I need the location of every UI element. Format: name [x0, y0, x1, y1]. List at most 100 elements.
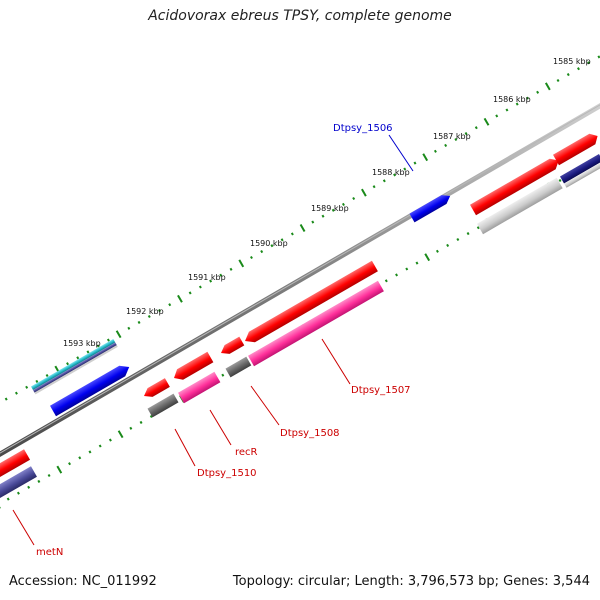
- gene-label-dtpsy-1506[interactable]: Dtpsy_1506: [333, 123, 393, 134]
- kbp-label-1591: 1591 kbp: [188, 273, 226, 282]
- kbp-label-1593: 1593 kbp: [63, 339, 101, 348]
- gene-dtpsy-1508-gray[interactable]: [225, 356, 252, 378]
- scale-tick-minor: [221, 373, 225, 377]
- scale-tick-minor: [331, 208, 335, 212]
- scale-tick-minor: [229, 267, 233, 271]
- scale-tick-minor: [525, 96, 529, 100]
- accession-text: Accession: NC_011992: [9, 574, 157, 589]
- scale-tick-minor: [96, 344, 100, 348]
- scale-tick-minor: [47, 473, 51, 478]
- gene-label-dtpsy-1508[interactable]: Dtpsy_1508: [280, 428, 340, 439]
- gene-dtpsy-1510-gray[interactable]: [147, 393, 179, 418]
- gene-recr-pink[interactable]: [178, 371, 221, 404]
- scale-tick-minor: [188, 291, 192, 295]
- scale-tick-minor: [515, 102, 519, 106]
- scale-tick-minor: [198, 285, 202, 289]
- scale-tick-minor: [341, 202, 345, 206]
- scale-tick-minor: [66, 362, 69, 366]
- gene-labels: Dtpsy_1506 Dtpsy_1507 Dtpsy_1508 recR Dt…: [36, 123, 411, 558]
- scale-tick-major: [117, 430, 124, 439]
- gene-label-metn[interactable]: metN: [36, 547, 63, 558]
- scale-tick-minor: [37, 479, 41, 483]
- scale-tick-major: [422, 153, 429, 162]
- gene-recr-feature[interactable]: [171, 351, 214, 383]
- gene-feature-navy[interactable]: [560, 154, 600, 188]
- scale-tick-minor: [415, 261, 419, 265]
- scale-tick-minor: [587, 61, 591, 65]
- scale-tick-minor: [311, 220, 315, 224]
- scale-tick-minor: [137, 320, 141, 324]
- scale-tick-minor: [4, 397, 8, 401]
- gene-feature-lightgray[interactable]: [477, 177, 563, 235]
- scale-tick-minor: [405, 267, 409, 271]
- gene-metn-purple[interactable]: [0, 466, 37, 500]
- scale-tick-minor: [16, 491, 20, 495]
- scale-tick-minor: [558, 178, 562, 183]
- scale-tick-minor: [280, 238, 284, 242]
- gene-dtpsy-1508-feature[interactable]: [219, 336, 245, 358]
- scale-tick-minor: [106, 338, 110, 342]
- scale-tick-minor: [413, 161, 417, 165]
- gene-label-recr[interactable]: recR: [235, 447, 258, 458]
- gene-dtpsy-1510-feature[interactable]: [142, 378, 170, 400]
- gene-feature-cyan[interactable]: [31, 339, 118, 395]
- scale-tick-minor: [536, 90, 540, 94]
- scale-tick-minor: [98, 444, 102, 448]
- scale-tick-minor: [464, 132, 468, 136]
- scale-tick-major: [238, 259, 245, 268]
- kbp-label-1589: 1589 kbp: [311, 204, 349, 213]
- scale-tick-minor: [446, 243, 450, 247]
- scale-tick-minor: [466, 232, 470, 236]
- scale-tick-minor: [149, 414, 153, 419]
- scale-tick-minor: [577, 67, 580, 71]
- scale-tick-minor: [444, 143, 448, 147]
- gene-dtpsy-1506-feature[interactable]: [409, 192, 453, 223]
- leader-dtpsy-1510: [174, 428, 196, 467]
- scale-tick-minor: [78, 456, 82, 460]
- scale-tick-minor: [68, 462, 71, 466]
- scale-tick-minor: [566, 73, 570, 77]
- gene-metn-feature[interactable]: [0, 449, 31, 479]
- genome-backbone: [0, 103, 600, 457]
- scale-tick-minor: [168, 303, 172, 307]
- gene-label-dtpsy-1510[interactable]: Dtpsy_1510: [197, 468, 257, 479]
- scale-tick-minor: [219, 273, 223, 277]
- gene-dtpsy-1507-pink[interactable]: [248, 280, 384, 367]
- leader-metn: [12, 509, 35, 546]
- gene-feature-red-1[interactable]: [470, 155, 562, 216]
- scale-tick-minor: [158, 309, 161, 313]
- scale-tick-minor: [147, 314, 151, 319]
- label-leaders: [12, 134, 414, 546]
- scale-tick-major: [299, 224, 306, 232]
- scale-tick-minor: [127, 326, 131, 330]
- scale-tick-minor: [384, 279, 388, 283]
- leader-recr: [209, 409, 232, 446]
- outer-scale-ring: [4, 55, 600, 401]
- scale-tick-major: [483, 117, 490, 126]
- scale-tick-major: [115, 330, 122, 339]
- feature-track-upper: [31, 131, 600, 417]
- leader-dtpsy-1507: [321, 338, 351, 385]
- genome-stats-text: Topology: circular; Length: 3,796,573 bp…: [232, 574, 590, 589]
- scale-tick-minor: [27, 485, 31, 489]
- scale-tick-minor: [505, 108, 509, 112]
- scale-labels: 1585 kbp 1586 kbp 1587 kbp 1588 kbp 1589…: [63, 57, 591, 348]
- scale-tick-minor: [403, 167, 407, 171]
- scale-tick-minor: [25, 385, 29, 389]
- scale-tick-minor: [35, 379, 39, 383]
- scale-tick-minor: [6, 497, 10, 501]
- scale-tick-minor: [321, 214, 325, 218]
- leader-dtpsy-1508: [250, 385, 280, 426]
- scale-tick-minor: [382, 179, 386, 183]
- gene-feature-red-2[interactable]: [553, 131, 600, 166]
- feature-track-lower: [0, 154, 600, 500]
- gene-dtpsy-1507-feature[interactable]: [242, 260, 378, 346]
- kbp-label-1587: 1587 kbp: [433, 132, 471, 141]
- kbp-label-1586: 1586 kbp: [493, 95, 531, 104]
- scale-tick-minor: [209, 279, 213, 283]
- kbp-label-1585: 1585 kbp: [553, 57, 591, 66]
- scale-tick-major: [177, 294, 183, 303]
- gene-feature-blue-left[interactable]: [50, 362, 132, 417]
- gene-label-dtpsy-1507[interactable]: Dtpsy_1507: [351, 385, 411, 396]
